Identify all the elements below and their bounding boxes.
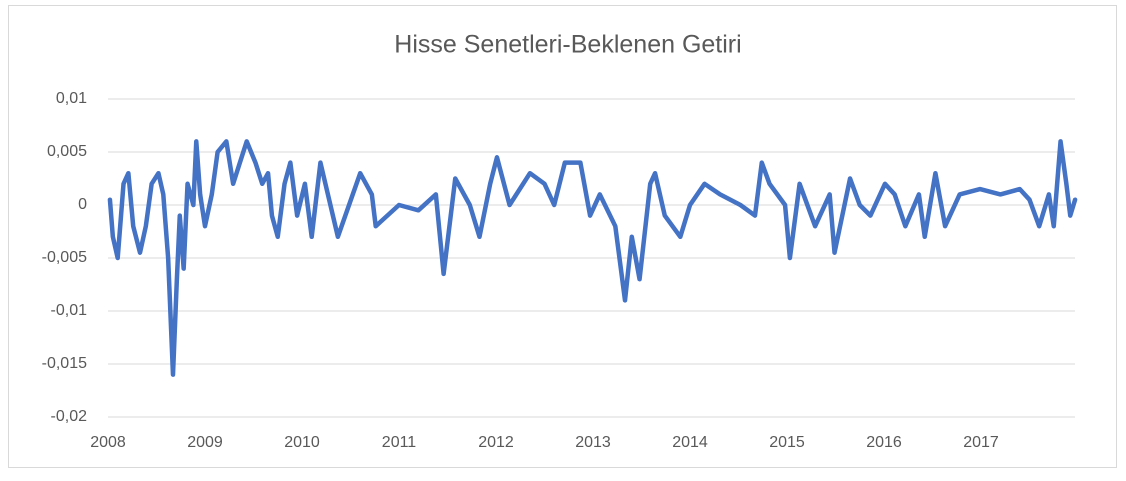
- chart-title: Hisse Senetleri-Beklenen Getiri: [394, 31, 741, 59]
- y-tick-label: -0,02: [51, 408, 88, 425]
- x-tick-label: 2016: [866, 434, 902, 451]
- x-tick-label: 2015: [769, 434, 805, 451]
- y-tick-label: 0,01: [56, 90, 87, 107]
- x-tick-label: 2012: [478, 434, 514, 451]
- y-tick-label: 0: [78, 196, 87, 213]
- y-tick-label: -0,005: [42, 249, 87, 266]
- x-tick-label: 2014: [672, 434, 708, 451]
- y-tick-label: -0,015: [42, 355, 87, 372]
- data-line: [107, 139, 1078, 377]
- chart-border: [8, 5, 1117, 468]
- x-tick-label: 2008: [90, 434, 126, 451]
- y-tick-label: 0,005: [47, 143, 87, 160]
- y-tick-label: -0,01: [51, 302, 88, 319]
- x-tick-label: 2010: [284, 434, 320, 451]
- x-tick-label: 2009: [187, 434, 223, 451]
- x-tick-label: 2017: [963, 434, 999, 451]
- x-tick-label: 2011: [382, 434, 417, 451]
- x-tick-label: 2013: [575, 434, 611, 451]
